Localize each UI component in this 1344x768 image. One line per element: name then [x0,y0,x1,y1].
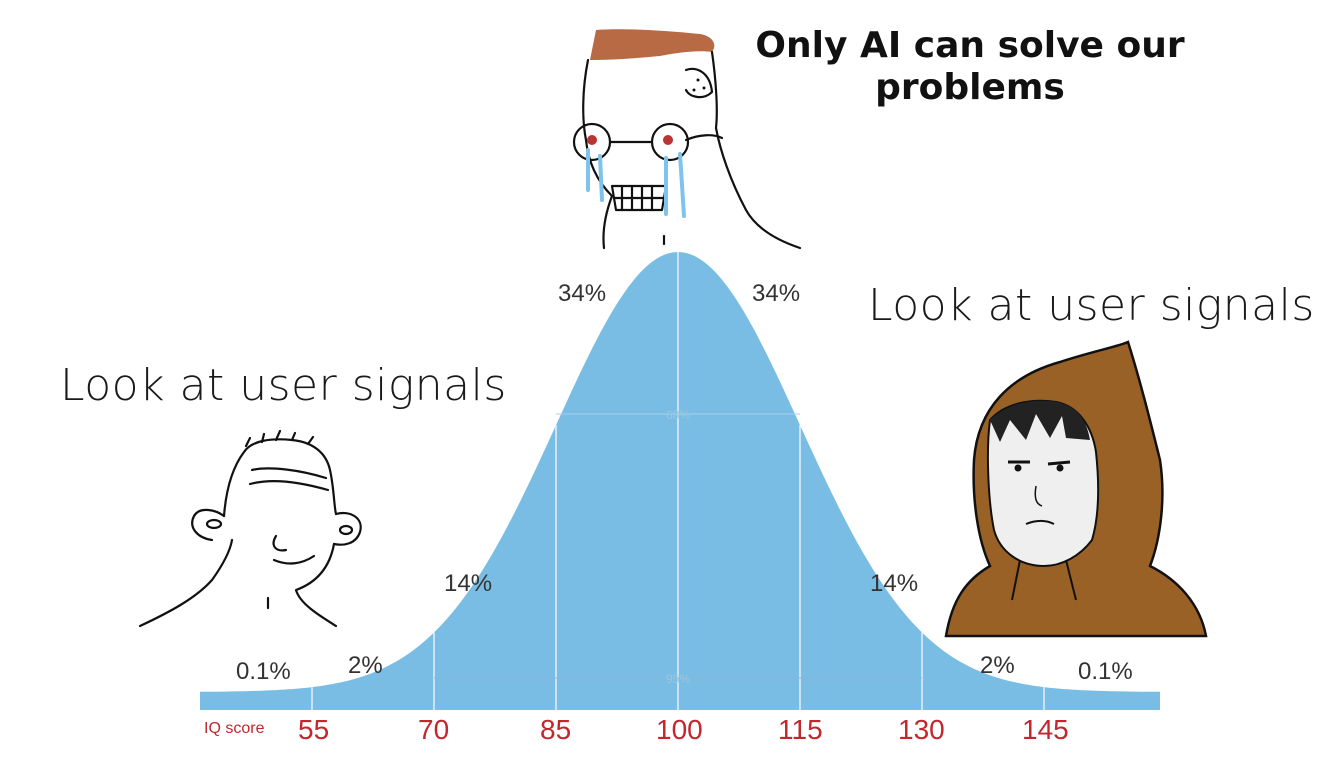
band-label-right-2sd: 2% [980,652,1015,679]
tick-label: 100 [656,714,703,745]
axis-title: IQ score [204,720,265,737]
range-68-label: 68% [666,408,690,422]
bell-curve-area [200,252,1160,710]
wojak-character-icon [138,429,362,628]
band-label-left-center: 34% [558,280,607,307]
hooded-character-icon [944,340,1208,638]
tick-label: 145 [1022,714,1069,745]
band-label-left-2sd: 2% [348,652,383,679]
top-caption: Only AI can solve our problems [748,25,1192,109]
crying-glasses-character-icon [572,29,802,250]
band-label-far-left: 0.1% [236,658,291,685]
tick-label: 85 [540,714,572,745]
band-label-far-right: 0.1% [1078,658,1133,685]
range-95-label: 95% [666,672,690,686]
band-label-right-1sd: 14% [870,570,919,597]
tick-label: 70 [418,714,450,745]
tick-label: 115 [778,714,823,745]
tick-label: 130 [898,714,945,745]
tick-label: 55 [298,714,330,745]
top-caption-line2: problems [875,67,1065,108]
sd-band-lines [311,252,1045,710]
right-caption: Look at user signals [868,280,1315,331]
left-caption: Look at user signals [60,360,507,411]
top-caption-line1: Only AI can solve our [755,25,1185,66]
band-label-left-1sd: 14% [444,570,493,597]
band-label-right-center: 34% [752,280,801,307]
